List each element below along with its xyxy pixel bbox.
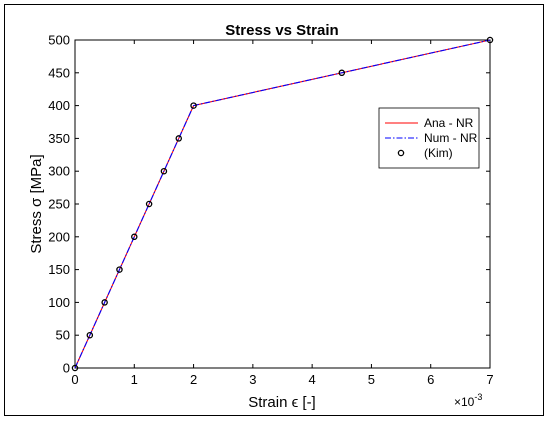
x-tick-label: 7 <box>486 372 493 387</box>
y-tick-label: 350 <box>48 131 70 146</box>
legend-label: (Kim) <box>424 146 453 160</box>
x-tick-label: 3 <box>249 372 256 387</box>
chart-title: Stress vs Strain <box>225 22 338 39</box>
axis-ticks: 0 1 2 3 4 5 6 7 0 50 100 150 200 250 300 350 400 450 500 <box>48 33 493 388</box>
kim-data-point <box>486 36 494 44</box>
kim-data-point <box>175 135 182 142</box>
kim-data-point <box>160 167 168 175</box>
y-tick-label: 200 <box>48 229 70 244</box>
x-tick-label: 2 <box>190 372 197 387</box>
x-multiplier-exponent: -3 <box>474 392 482 402</box>
kim-data-point <box>145 200 153 208</box>
y-tick-label: 450 <box>48 65 70 80</box>
legend-box <box>378 107 480 169</box>
x-multiplier: ×10-3 <box>454 392 482 409</box>
series-line-num-nr <box>74 39 491 369</box>
y-tick-label: 100 <box>48 295 70 310</box>
y-tick-label: 0 <box>63 361 70 376</box>
y-tick-label: 300 <box>48 164 70 179</box>
y-axis-label: Stress σ [MPa] <box>28 154 45 253</box>
x-tick-label: 6 <box>427 372 434 387</box>
x-axis-label: Strain ϵ [-] <box>248 394 315 411</box>
x-tick-label: 1 <box>131 372 138 387</box>
x-tick-label: 5 <box>368 372 375 387</box>
x-tick-label: 4 <box>309 372 316 387</box>
kim-data-point <box>101 299 108 306</box>
plot-area <box>74 39 491 369</box>
kim-data-point <box>131 233 138 241</box>
series-group <box>71 36 494 372</box>
kim-data-point <box>338 69 346 77</box>
x-tick-label: 0 <box>71 372 78 387</box>
legend-swatch-kim <box>397 149 405 157</box>
y-tick-label: 250 <box>48 197 70 212</box>
y-tick-label: 400 <box>48 98 70 113</box>
y-tick-label: 150 <box>48 262 70 277</box>
y-tick-label: 50 <box>56 328 70 343</box>
kim-data-point <box>86 331 94 339</box>
kim-data-point <box>190 102 197 109</box>
legend-label: Ana - NR <box>424 116 474 130</box>
y-tick-label: 500 <box>48 33 70 48</box>
legend-label: Num - NR <box>424 131 478 145</box>
x-multiplier-base: ×10 <box>454 395 475 409</box>
kim-data-point <box>116 266 123 273</box>
kim-data-point <box>71 364 79 372</box>
